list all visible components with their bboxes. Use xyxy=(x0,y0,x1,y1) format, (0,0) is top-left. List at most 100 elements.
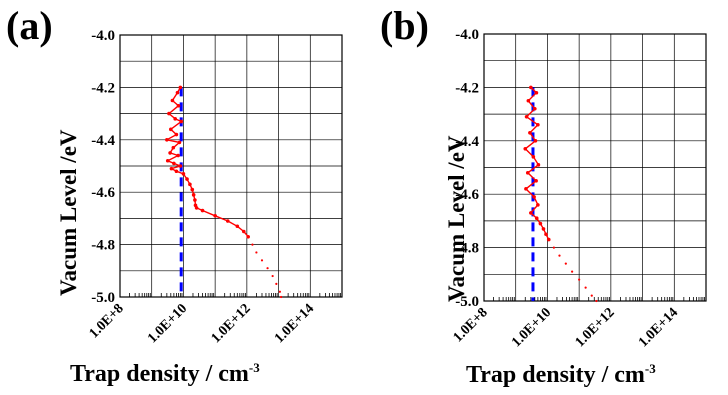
data-point xyxy=(524,114,529,119)
x-tick-label: 1.0E+10 xyxy=(145,301,190,346)
data-point xyxy=(165,158,170,163)
y-tick-label: -4.8 xyxy=(455,241,479,257)
data-point xyxy=(544,232,548,237)
y-tick-label: -4.8 xyxy=(91,238,115,254)
data-point xyxy=(531,155,536,159)
panel-label-b: (b) xyxy=(380,3,429,48)
data-point xyxy=(168,151,172,155)
data-point xyxy=(225,219,230,223)
data-point-sparse xyxy=(260,259,264,262)
data-point xyxy=(190,187,195,192)
data-point xyxy=(181,172,186,176)
x-axis-label-text-a: Trap density / cm xyxy=(70,361,249,387)
x-tick-label: 1.0E+12 xyxy=(209,301,254,346)
data-point xyxy=(528,130,532,135)
panel-label-a: (a) xyxy=(6,3,53,48)
x-axis-label-b: Trap density / cm-3 xyxy=(466,361,656,389)
data-point xyxy=(194,206,199,210)
data-point xyxy=(188,182,192,187)
data-point xyxy=(170,98,175,103)
data-point xyxy=(529,211,533,215)
y-tick-label: -4.2 xyxy=(91,80,115,96)
data-point-sparse xyxy=(271,274,274,278)
data-point xyxy=(541,227,546,231)
x-axis-label-sup-a: -3 xyxy=(248,360,260,375)
y-tick-label: -4.0 xyxy=(91,28,115,44)
y-tick-label: -4.2 xyxy=(455,80,479,96)
x-axis-label-text-b: Trap density / cm xyxy=(466,362,645,388)
data-point xyxy=(526,98,531,103)
data-point-sparse xyxy=(595,299,598,303)
data-point-sparse xyxy=(278,290,281,293)
data-point-sparse xyxy=(584,286,587,289)
data-point xyxy=(235,224,240,229)
data-point-sparse xyxy=(590,294,593,297)
data-point xyxy=(536,203,540,207)
y-tick-label: -5.0 xyxy=(455,294,479,310)
data-point xyxy=(241,229,246,234)
data-point-sparse xyxy=(251,243,254,246)
data-point-sparse xyxy=(255,251,258,254)
data-point xyxy=(178,164,183,168)
data-point xyxy=(165,138,169,142)
x-tick-label: 1.0E+8 xyxy=(87,301,127,341)
data-point xyxy=(524,187,528,191)
data-point xyxy=(167,111,171,116)
data-point xyxy=(191,193,196,197)
data-point xyxy=(179,119,183,124)
data-point-sparse xyxy=(558,254,561,257)
data-point-sparse xyxy=(552,246,556,249)
data-point xyxy=(200,208,205,213)
data-point xyxy=(529,85,533,90)
data-point xyxy=(169,166,174,171)
data-point xyxy=(534,179,538,183)
y-tick-label: -5.0 xyxy=(91,290,115,306)
x-tick-label: 1.0E+12 xyxy=(573,305,618,350)
data-point xyxy=(178,85,183,90)
y-tick-label: -4.6 xyxy=(455,187,479,203)
data-point xyxy=(174,169,179,174)
data-point xyxy=(173,117,177,121)
data-point-sparse xyxy=(266,267,269,270)
chart-panel-b: -4.0 -4.2 -4.4 -4.6 -4.8 -5.0 1.0E+8 1.0E+10 1.0… xyxy=(364,0,728,395)
data-point xyxy=(193,198,197,202)
data-point xyxy=(533,106,537,111)
data-point xyxy=(538,221,543,226)
data-trace xyxy=(524,86,550,240)
data-point-sparse xyxy=(275,282,278,285)
x-axis-label-sup-b: -3 xyxy=(644,361,656,376)
data-point xyxy=(533,139,538,143)
y-tick-label: -4.4 xyxy=(91,133,115,149)
data-point-sparse xyxy=(571,270,574,273)
data-point-sparse xyxy=(578,278,581,281)
data-point xyxy=(532,195,536,199)
data-point-sparse xyxy=(564,262,567,265)
data-point xyxy=(534,216,539,221)
data-point xyxy=(213,213,217,218)
data-point xyxy=(185,177,189,181)
chart-plot-a: -4.0 -4.2 -4.4 -4.6 -4.8 -5.01.0E+8 1.0E+10 1.0… xyxy=(87,28,343,346)
data-point xyxy=(536,163,541,167)
data-point xyxy=(177,140,182,145)
y-tick-label: -4.4 xyxy=(455,134,479,150)
data-point-sparse xyxy=(279,295,283,299)
chart-plot-b: -4.0 -4.2 -4.4 -4.6 -4.8 -5.01.0E+8 1.0E+10 1.0… xyxy=(451,27,707,350)
data-point xyxy=(246,234,250,239)
x-axis-label-a: Trap density / cm-3 xyxy=(70,360,260,388)
data-point xyxy=(525,171,530,175)
data-point xyxy=(176,103,181,108)
data-point xyxy=(176,153,180,158)
data-point xyxy=(169,127,173,132)
data-point xyxy=(546,237,551,242)
data-point xyxy=(536,122,540,127)
x-tick-label: 1.0E+14 xyxy=(272,301,317,346)
data-point xyxy=(171,145,176,150)
data-point xyxy=(534,90,539,95)
y-tick-label: -4.0 xyxy=(455,27,479,43)
x-tick-label: 1.0E+8 xyxy=(451,305,491,345)
chart-panel-a: -4.0 -4.2 -4.4 -4.6 -4.8 -5.0 1.0E+8 1.0E+10 1.0… xyxy=(6,3,343,388)
y-tick-label: -4.6 xyxy=(91,185,115,201)
x-tick-label: 1.0E+14 xyxy=(636,305,681,350)
data-point xyxy=(174,132,179,137)
data-point xyxy=(175,90,180,95)
